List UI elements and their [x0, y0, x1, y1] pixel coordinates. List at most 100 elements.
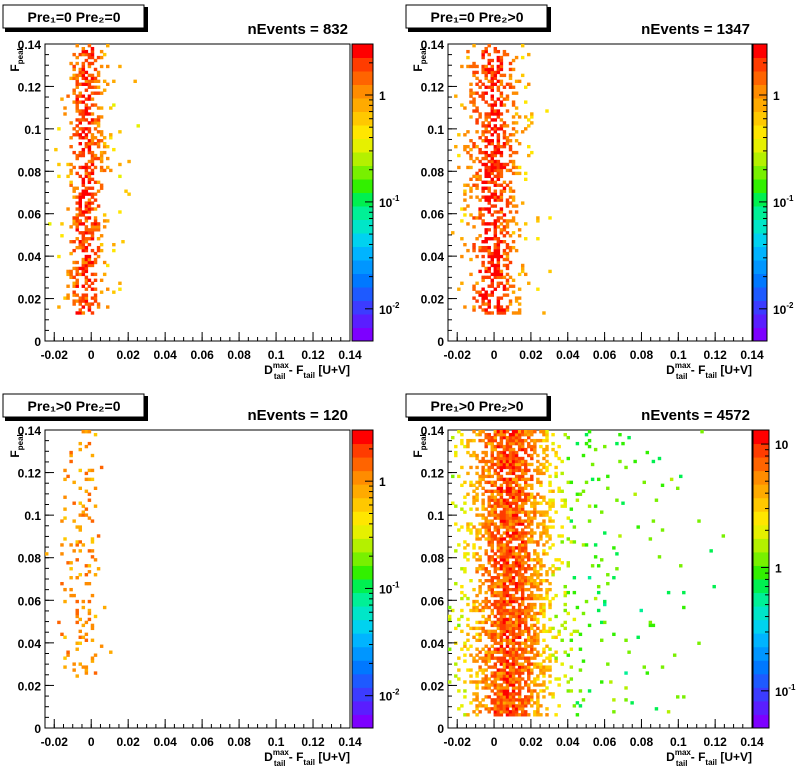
- heatmap-cell: [676, 486, 680, 490]
- heatmap-cell: [499, 465, 504, 470]
- heatmap-cell: [490, 222, 494, 226]
- heatmap-cell: [490, 474, 494, 479]
- heatmap-cell: [478, 269, 482, 274]
- heatmap-cell: [81, 46, 86, 51]
- heatmap-cell: [530, 540, 534, 544]
- heatmap-cell: [478, 632, 482, 637]
- heatmap-cell: [514, 590, 519, 595]
- heatmap-cell: [493, 147, 498, 152]
- heatmap-cell: [81, 599, 86, 604]
- heatmap-cell: [517, 228, 522, 232]
- heatmap-cell: [63, 495, 67, 499]
- heatmap-cell: [530, 680, 534, 684]
- heatmap-cell: [505, 453, 510, 458]
- heatmap-cell: [514, 435, 519, 440]
- heatmap-cell: [481, 468, 485, 473]
- heatmap-cell: [527, 540, 531, 544]
- heatmap-cell: [502, 710, 507, 714]
- heatmap-cell: [469, 438, 473, 443]
- heatmap-cell: [90, 136, 95, 140]
- heatmap-cell: [84, 106, 89, 110]
- heatmap-cell: [490, 665, 494, 669]
- heatmap-cell: [511, 641, 516, 645]
- heatmap-cell: [72, 189, 76, 193]
- heatmap-cell: [493, 701, 498, 705]
- heatmap-cell: [487, 465, 491, 470]
- heatmap-cell: [475, 174, 479, 179]
- heatmap-cell: [490, 549, 494, 553]
- heatmap-cell: [524, 462, 528, 467]
- heatmap-cell: [499, 483, 504, 488]
- heatmap-cell: [514, 501, 519, 505]
- x-tick-label: -0.02: [41, 735, 69, 749]
- heatmap-cell: [679, 474, 683, 479]
- heatmap-cell: [84, 263, 89, 268]
- heatmap-cell: [517, 444, 522, 449]
- heatmap-cell: [87, 308, 92, 312]
- heatmap-cell: [505, 650, 510, 654]
- heatmap-cell: [648, 623, 653, 628]
- heatmap-cell: [502, 73, 507, 78]
- heatmap-cell: [99, 139, 104, 143]
- heatmap-cell: [502, 611, 507, 616]
- heatmap-cell: [487, 121, 491, 125]
- heatmap-cell: [484, 620, 488, 625]
- palette-swatch: [352, 98, 373, 112]
- heatmap-cell: [505, 245, 510, 250]
- heatmap-cell: [78, 70, 82, 75]
- heatmap-cell: [520, 130, 525, 134]
- heatmap-cell: [99, 234, 104, 238]
- heatmap-cell: [517, 522, 522, 526]
- y-tick-label: 0.12: [18, 467, 42, 481]
- heatmap-cell: [505, 590, 510, 595]
- heatmap-cell: [484, 174, 488, 179]
- heatmap-cell: [484, 599, 488, 604]
- heatmap-cell: [606, 662, 610, 666]
- heatmap-cell: [463, 133, 467, 137]
- heatmap-cell: [493, 204, 498, 208]
- heatmap-cell: [548, 617, 552, 622]
- heatmap-cell: [466, 64, 470, 69]
- heatmap-cell: [493, 707, 498, 711]
- heatmap-cell: [496, 147, 501, 152]
- heatmap-cell: [511, 468, 516, 473]
- heatmap-cell: [93, 91, 98, 95]
- heatmap-cell: [508, 683, 513, 687]
- heatmap-cell: [487, 435, 491, 440]
- heatmap-cell: [527, 602, 531, 607]
- heatmap-cell: [72, 222, 76, 226]
- heatmap-cell: [490, 278, 494, 282]
- palette-swatch: [753, 606, 769, 621]
- heatmap-cell: [78, 302, 82, 306]
- heatmap-cell: [481, 608, 485, 613]
- heatmap-cell: [493, 118, 498, 122]
- heatmap-cell: [548, 680, 552, 684]
- heatmap-cell: [505, 52, 510, 57]
- heatmap-cell: [536, 683, 540, 687]
- heatmap-cell: [508, 650, 513, 654]
- heatmap-cell: [484, 683, 488, 687]
- heatmap-cell: [517, 614, 522, 619]
- heatmap-cell: [496, 112, 501, 116]
- heatmap-cell: [496, 576, 501, 580]
- heatmap-cell: [533, 602, 537, 607]
- heatmap-cell: [484, 153, 488, 158]
- palette-swatch: [352, 633, 373, 648]
- heatmap-cell: [530, 112, 534, 116]
- heatmap-cell: [530, 453, 534, 458]
- heatmap-cell: [505, 465, 510, 470]
- heatmap-cell: [514, 510, 519, 514]
- heatmap-cell: [606, 474, 610, 479]
- heatmap-cell: [466, 144, 470, 149]
- heatmap-cell: [654, 498, 659, 502]
- palette-swatch: [753, 260, 767, 274]
- heatmap-cell: [511, 127, 516, 131]
- heatmap-cell: [548, 653, 552, 657]
- heatmap-cell: [533, 617, 537, 622]
- heatmap-cell: [508, 447, 513, 452]
- heatmap-cell: [505, 254, 510, 259]
- heatmap-cell: [490, 543, 494, 547]
- heatmap-cell: [502, 680, 507, 684]
- heatmap-cell: [502, 653, 507, 657]
- heatmap-cell: [511, 701, 516, 705]
